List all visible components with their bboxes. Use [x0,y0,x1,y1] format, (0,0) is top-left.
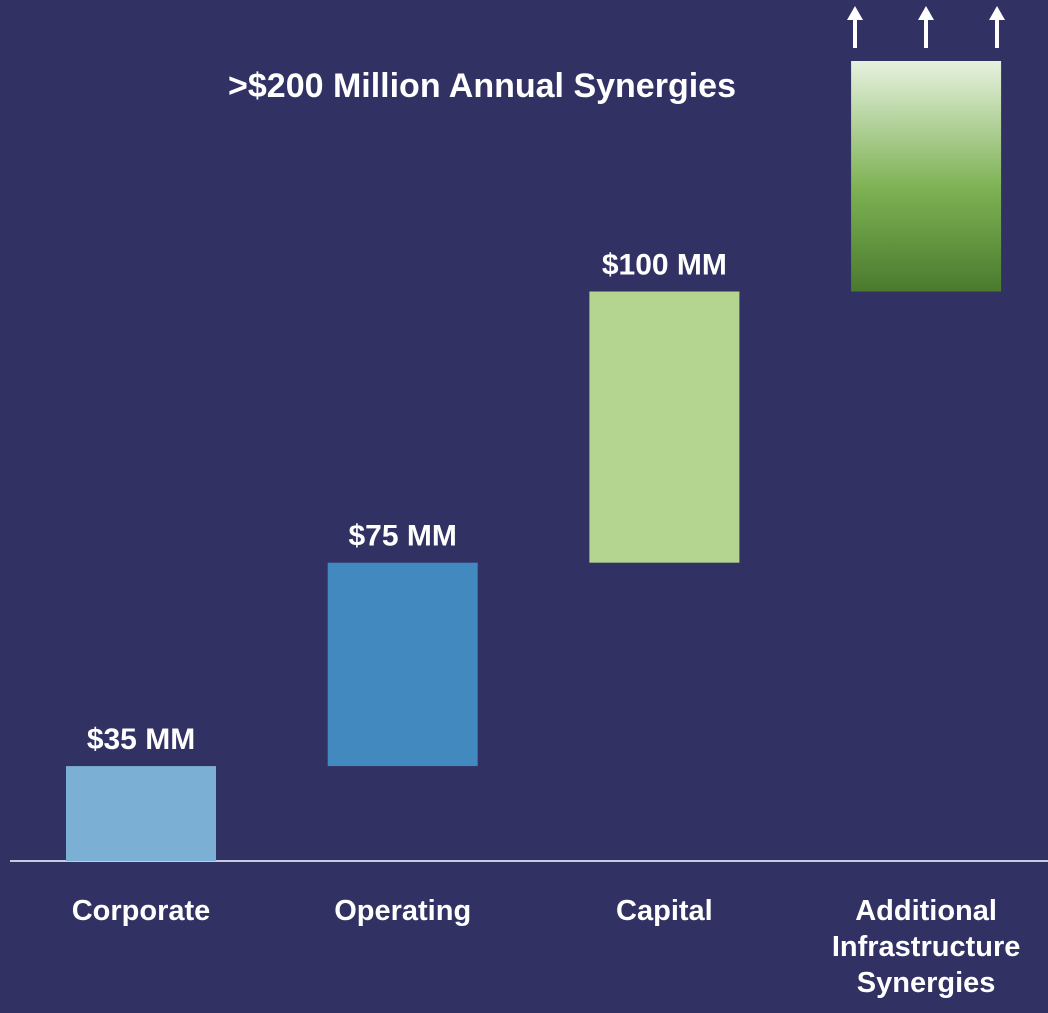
bar [851,61,1002,292]
bar [66,766,216,861]
value-label: $75 MM [349,520,457,553]
bar [589,291,740,563]
bar [327,562,478,767]
value-label: $100 MM [602,248,727,281]
chart-title: >$200 Million Annual Synergies [228,67,736,105]
value-label: $35 MM [87,723,195,756]
up-arrows [847,6,1005,48]
x-tick-label: Additional Infrastructure Synergies [831,895,1021,999]
x-tick-label: Capital [616,895,713,927]
x-tick-label: Corporate [71,895,211,927]
x-tick-label: Operating [334,895,472,927]
